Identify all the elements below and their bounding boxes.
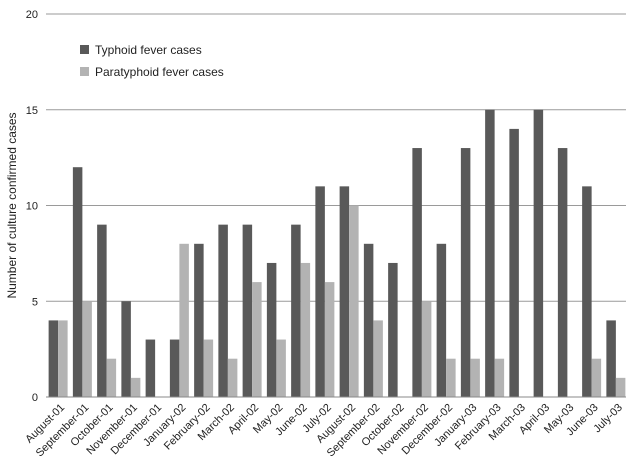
y-tick-label: 0 (32, 392, 38, 404)
y-tick-label: 15 (26, 105, 38, 117)
typhoid-bar (194, 243, 204, 397)
paratyphoid-bar (58, 320, 68, 397)
typhoid-bar (291, 224, 301, 397)
typhoid-bar (509, 128, 519, 397)
typhoid-bar (606, 320, 616, 397)
y-tick-label: 20 (26, 9, 38, 21)
typhoid-bar (339, 186, 350, 397)
typhoid-bar (582, 186, 592, 397)
typhoid-bar (72, 167, 83, 397)
typhoid-bar (557, 148, 568, 397)
typhoid-bar (436, 243, 447, 397)
typhoid-bar (412, 148, 422, 397)
x-axis-tick-labels: August-01September-01October-01November-… (23, 402, 625, 460)
legend-swatch (80, 45, 89, 54)
typhoid-bar (48, 320, 59, 397)
typhoid-bar (145, 339, 156, 397)
legend-label: Paratyphoid fever cases (95, 65, 224, 79)
bars (48, 109, 626, 397)
paratyphoid-bar (373, 320, 383, 397)
legend-label: Typhoid fever cases (95, 43, 202, 57)
paratyphoid-bar (324, 282, 335, 397)
legend-swatch (80, 67, 89, 76)
paratyphoid-bar (446, 358, 456, 397)
legend: Typhoid fever cases Paratyphoid fever cas… (80, 43, 224, 79)
typhoid-bar (218, 224, 228, 397)
paratyphoid-bar (470, 358, 480, 397)
typhoid-bar (266, 262, 277, 397)
y-axis-tick-labels: 0 5 10 15 20 (26, 9, 38, 404)
paratyphoid-bar (421, 301, 432, 397)
paratyphoid-bar (203, 339, 214, 397)
y-axis-title: Number of culture confirmed cases (5, 112, 19, 298)
paratyphoid-bar (130, 377, 141, 397)
paratyphoid-bar (591, 358, 602, 397)
typhoid-bar (315, 186, 325, 397)
paratyphoid-bar (615, 377, 626, 397)
typhoid-bar (97, 224, 107, 397)
typhoid-bar (388, 262, 398, 397)
paratyphoid-bar (227, 358, 238, 397)
paratyphoid-bar (82, 301, 92, 397)
paratyphoid-bar (179, 243, 189, 397)
typhoid-bar (169, 339, 180, 397)
paratyphoid-bar (349, 205, 359, 397)
y-tick-label: 5 (32, 296, 38, 308)
paratyphoid-bar (300, 262, 311, 397)
typhoid-bar (242, 224, 253, 397)
typhoid-bar (485, 109, 495, 397)
typhoid-bar (460, 148, 471, 397)
typhoid-bar (533, 109, 544, 397)
y-tick-label: 10 (26, 201, 38, 213)
paratyphoid-bar (494, 358, 505, 397)
paratyphoid-bar (252, 282, 262, 397)
paratyphoid-bar (106, 358, 117, 397)
typhoid-bar (121, 301, 131, 397)
paratyphoid-bar (276, 339, 286, 397)
typhoid-bar (363, 243, 374, 397)
gridlines (46, 13, 626, 302)
